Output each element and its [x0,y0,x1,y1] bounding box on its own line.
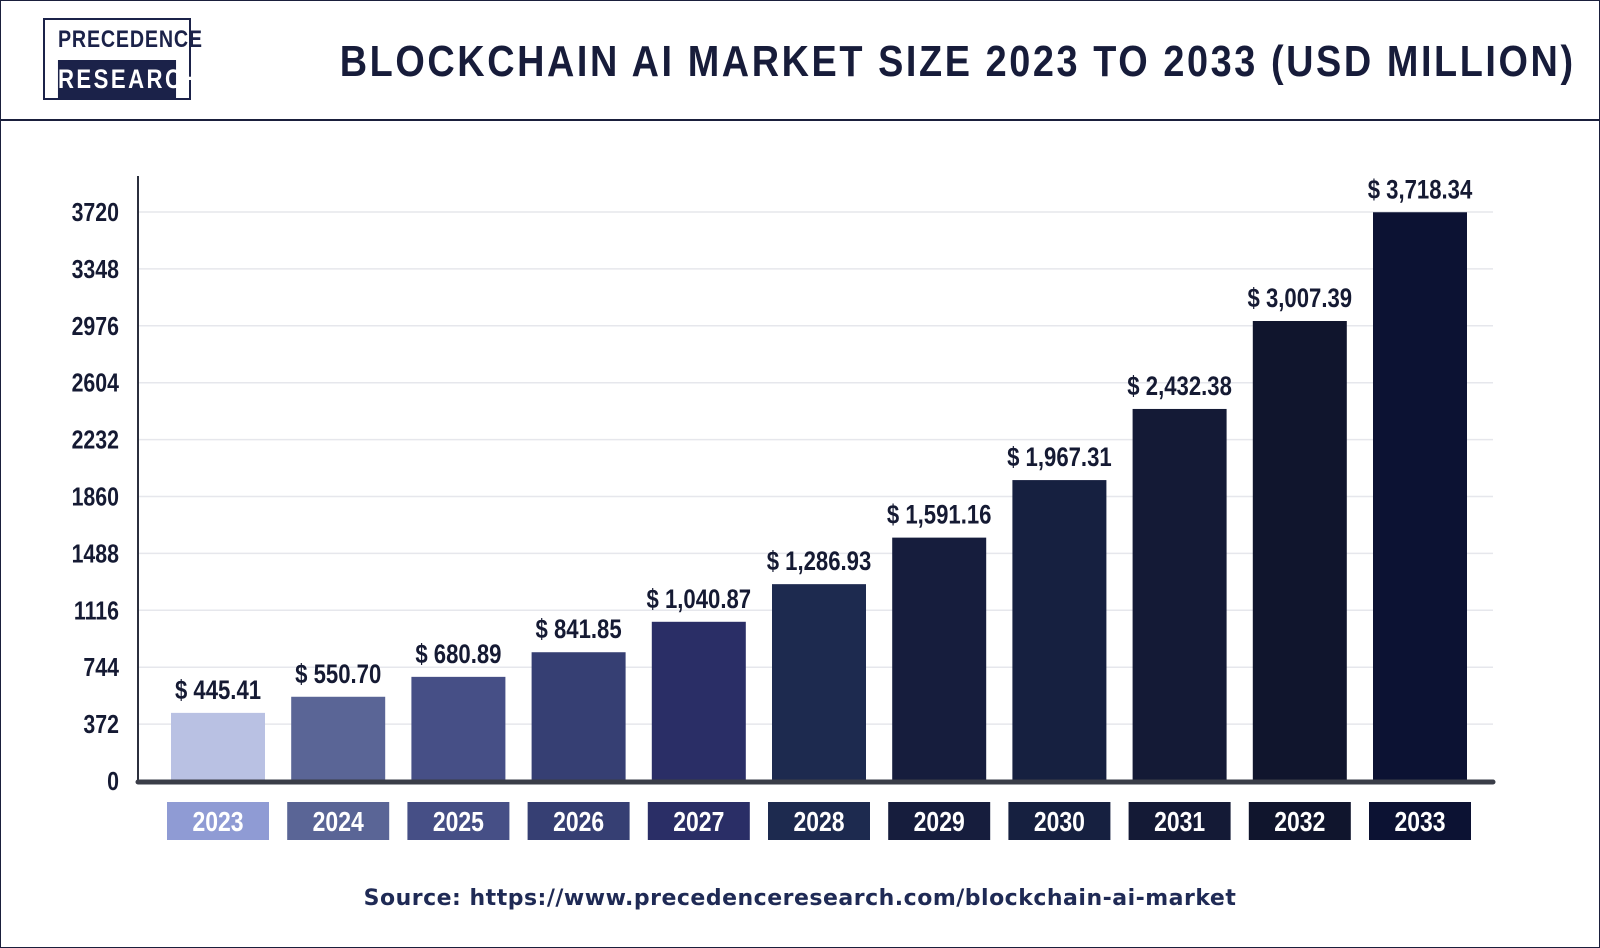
x-category-label: 2033 [1394,807,1445,838]
x-category-label: 2029 [914,807,965,838]
bar-value-label: $ 680.89 [415,640,501,670]
x-category-label: 2028 [793,807,844,838]
y-tick-label: 3720 [72,198,119,228]
category-box [1128,802,1231,840]
bar-value-label: $ 1,591.16 [887,501,992,531]
x-category-label: 2030 [1034,807,1085,838]
bar-value-label: $ 2,432.38 [1127,372,1232,402]
bar [411,676,506,781]
category-box [888,802,991,840]
y-tick-label: 2604 [72,369,120,399]
bar-chart: 0 372 744 1116 1488 1860 2232 2604 2976 3348 3720 $… [72,175,1496,840]
bar-value-label: $ 3,007.39 [1248,284,1353,314]
x-category-label: 2026 [553,807,604,838]
category-box [1248,802,1351,840]
bar [651,621,746,781]
y-tick-label: 3348 [72,255,119,285]
bar-value-label: $ 550.70 [295,660,381,690]
category-box [1369,802,1471,840]
category-box [1008,802,1111,840]
logo: PRECEDENCE RESEARCH [43,18,202,100]
category-box [768,802,870,840]
y-tick-label: 1116 [74,596,119,626]
bar [531,652,626,781]
y-tick-label: 744 [83,653,119,683]
category-box [647,802,750,840]
x-category-label: 2024 [313,807,365,838]
bar-value-label: $ 445.41 [175,676,261,706]
bar-value-label: $ 3,718.34 [1368,175,1473,205]
category-box [287,802,390,840]
source-note: Source: https://www.precedenceresearch.c… [363,886,1237,911]
y-tick-label: 1860 [72,483,119,513]
category-box [527,802,630,840]
bar [892,537,987,781]
category-box [407,802,510,840]
logo-bottom-text: RESEARCH [57,60,199,98]
bar-value-label: $ 1,286.93 [767,547,872,577]
bar [171,712,265,781]
bar [1132,408,1227,781]
bar [772,584,866,781]
x-category-label: 2032 [1274,807,1325,838]
chart-title: BLOCKCHAIN AI MARKET SIZE 2023 TO 2033 (… [339,37,1576,86]
bar-value-label: $ 1,967.31 [1007,443,1112,473]
y-tick-label: 2232 [72,426,119,456]
x-category-label: 2027 [673,807,724,838]
header: PRECEDENCE RESEARCH BLOCKCHAIN AI MARKET… [1,1,1599,121]
y-tick-label: 1488 [72,539,119,569]
y-tick-label: 0 [107,767,119,797]
bar-value-label: $ 1,040.87 [647,585,752,615]
y-tick-label: 372 [83,710,119,740]
bar [1252,320,1347,781]
y-tick-label: 2976 [72,312,119,342]
logo-top-text: PRECEDENCE [57,20,202,60]
bar [291,696,386,781]
bar-value-label: $ 841.85 [536,615,622,645]
x-category-label: 2025 [433,807,484,838]
bar [1373,212,1467,781]
x-category-label: 2031 [1154,807,1205,838]
category-box [167,802,269,840]
bar [1012,480,1107,781]
x-category-label: 2023 [192,807,243,838]
